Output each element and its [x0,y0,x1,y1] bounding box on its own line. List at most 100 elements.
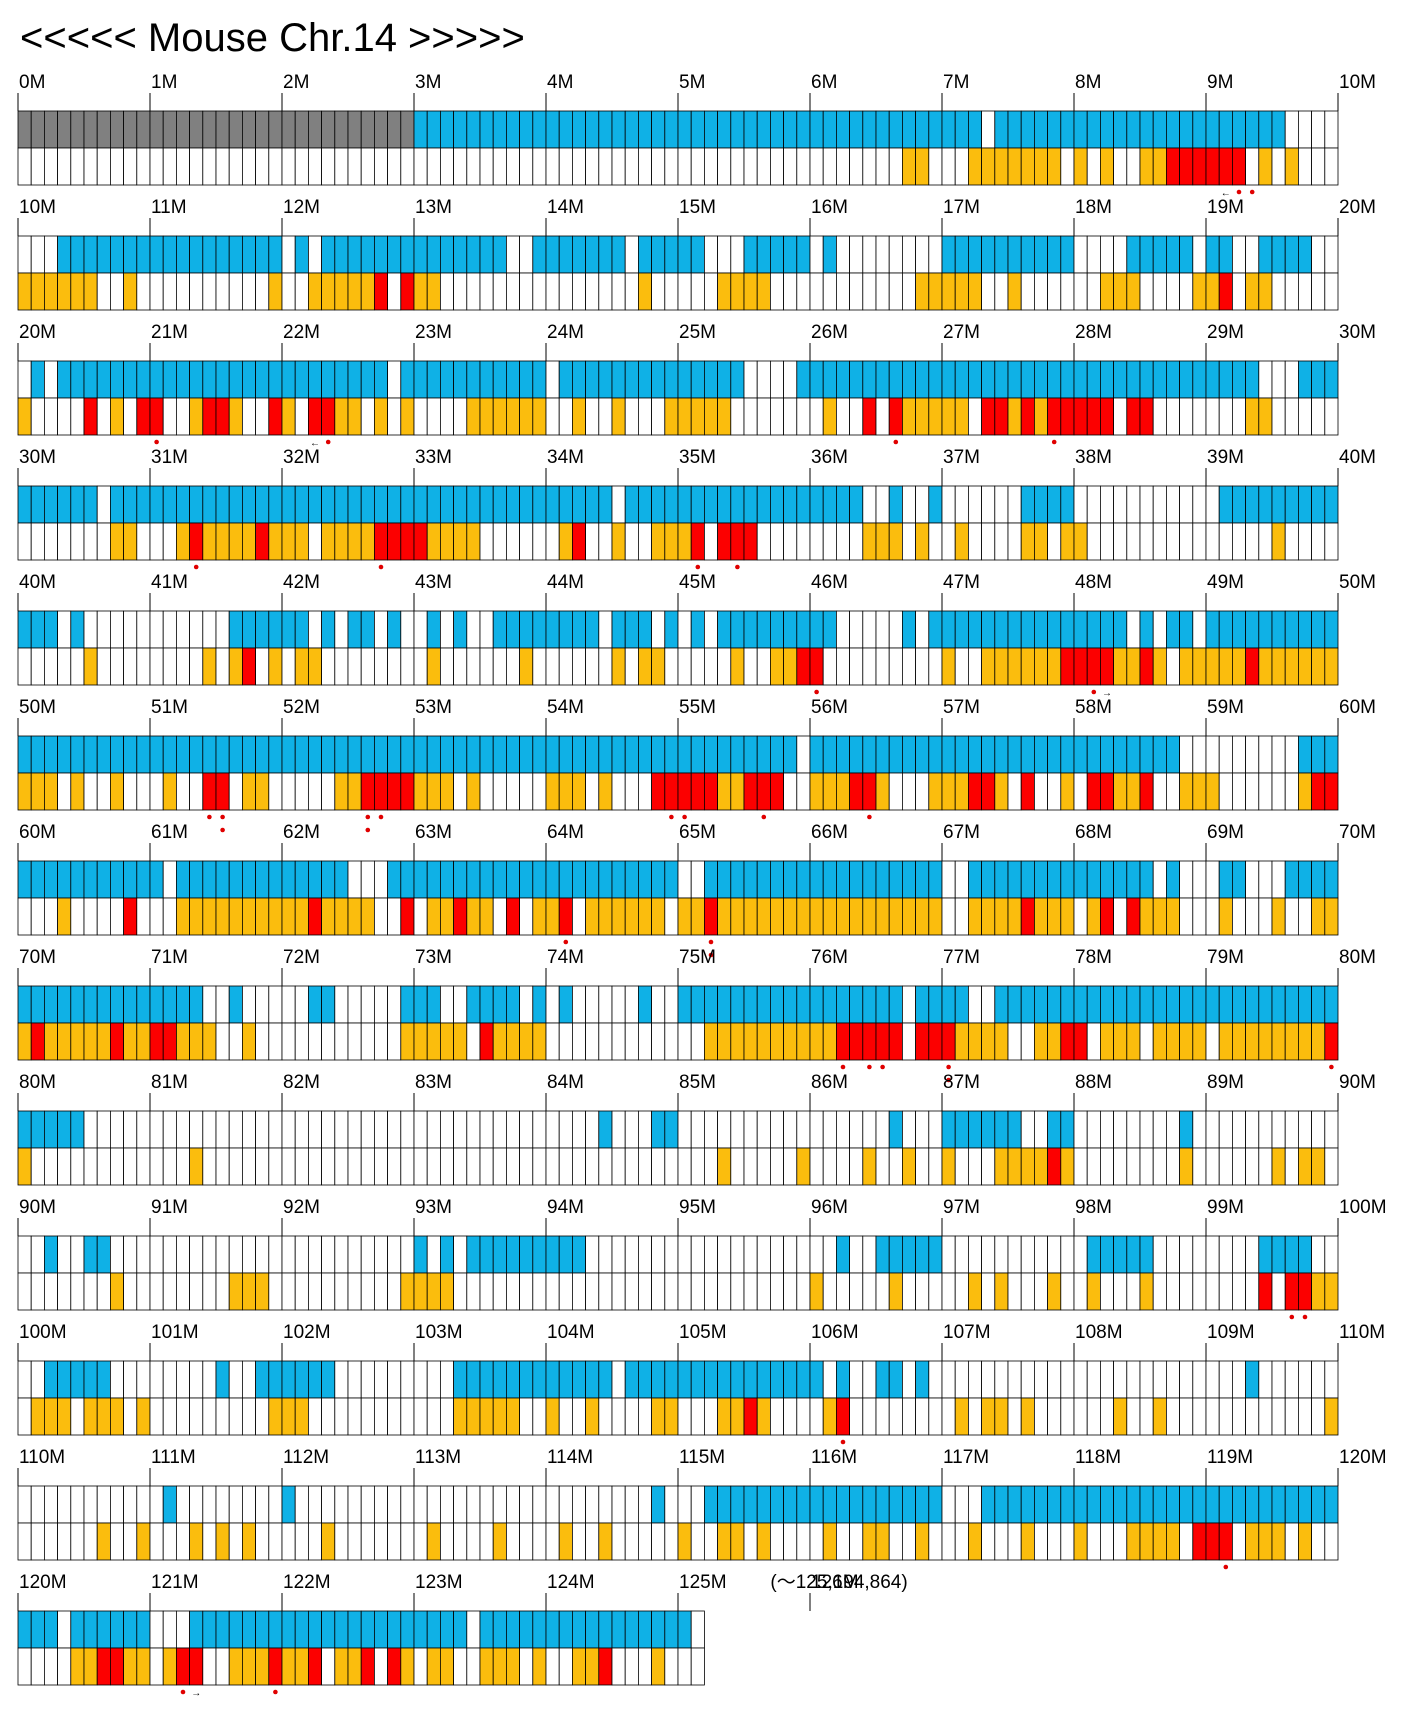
top-track-cell [1020,610,1035,649]
top-track-cell [1100,1485,1115,1524]
top-track-cell [994,1360,1009,1399]
top-track-cell [1232,860,1247,899]
megabase-label: 103M [415,1322,463,1343]
bottom-track-cell [915,397,930,436]
top-track-cell [941,1360,956,1399]
bottom-track-cell [664,272,679,311]
bottom-track-cell [387,1647,402,1686]
top-track-cell [770,1360,785,1399]
bottom-track-cell [1258,1397,1273,1436]
top-track-cell [228,235,243,274]
top-track-cell [1311,735,1326,774]
top-track-cell [888,860,903,899]
bottom-track-cell [321,522,336,561]
top-track-cell [466,110,481,149]
megabase-label: 99M [1207,1197,1244,1218]
top-track-cell [545,485,560,524]
bottom-track-cell [704,397,719,436]
top-track-cell [756,860,771,899]
bottom-track-cell [875,522,890,561]
top-track-cell [30,1485,45,1524]
bottom-track-cell [373,1647,388,1686]
bottom-track-cell [492,1397,507,1436]
bottom-track-cell [572,522,587,561]
top-track-cell [875,110,890,149]
top-track-cell [505,1235,520,1274]
bottom-track-cell [783,647,798,686]
top-track-cell [1298,735,1313,774]
top-track-cell [849,860,864,899]
bottom-track-cell [611,1647,626,1686]
bottom-track-cell [783,1147,798,1186]
top-track-cell [110,485,125,524]
top-track-cell [189,1485,204,1524]
top-track-cell [743,485,758,524]
top-track-cell [1152,110,1167,149]
bottom-track-cell [1086,1522,1101,1561]
top-track-cell [717,985,732,1024]
top-track-cell [1271,110,1286,149]
bottom-track-cell [717,1272,732,1311]
top-track-cell [638,1235,653,1274]
top-track-cell [862,860,877,899]
bottom-track-cell [360,522,375,561]
top-track-cell [1245,110,1260,149]
bottom-track-cell [44,147,59,186]
megabase-label: 71M [151,947,188,968]
top-track-cell [1179,985,1194,1024]
top-track-cell [519,360,534,399]
top-track-cell [902,735,917,774]
bottom-track-cell [651,1022,666,1061]
top-track-cell [941,485,956,524]
top-track-cell [96,1610,111,1649]
top-track-cell [307,860,322,899]
top-track-cell [1311,1360,1326,1399]
top-track-cell [796,235,811,274]
bottom-track-cell [1060,1522,1075,1561]
bottom-track-cell [796,147,811,186]
top-track-cell [1060,1110,1075,1149]
top-track-cell [466,1235,481,1274]
top-track-cell [123,860,138,899]
megabase-label: 75M [679,947,716,968]
top-track-cell [783,235,798,274]
top-track-cell [30,610,45,649]
top-track-cell [1086,610,1101,649]
top-track-cell [585,235,600,274]
top-track-cell [215,1235,230,1274]
bottom-track-cell [677,272,692,311]
red-dot-marker [708,939,714,945]
bottom-track-cell [426,897,441,936]
top-track-cell [479,735,494,774]
top-track-cell [1060,610,1075,649]
bottom-track-cell [83,522,98,561]
top-track-cell [215,860,230,899]
megabase-label: 80M [19,1072,56,1093]
top-track-cell [1152,860,1167,899]
bottom-track-cell [1218,1397,1233,1436]
bottom-track-cell [994,1397,1009,1436]
top-track-cell [836,1360,851,1399]
top-track-cell [1284,610,1299,649]
bottom-track-cell [836,1397,851,1436]
top-track-cell [255,735,270,774]
bottom-track-cell [1060,897,1075,936]
bottom-track-cell [954,1022,969,1061]
top-track-cell [572,860,587,899]
bottom-track-cell [783,897,798,936]
top-track-cell [519,1110,534,1149]
bottom-track-cell [466,272,481,311]
bottom-track-cell [928,147,943,186]
top-track-cell [994,485,1009,524]
top-track-cell [519,110,534,149]
bottom-track-cell [321,1272,336,1311]
megabase-label: 50M [19,697,56,718]
bottom-track-cell [611,147,626,186]
top-track-cell [558,735,573,774]
top-track-cell [902,235,917,274]
top-track-cell [809,1360,824,1399]
top-track-cell [373,1235,388,1274]
top-track-cell [704,110,719,149]
bottom-track-cell [664,1147,679,1186]
bottom-track-cell [149,272,164,311]
